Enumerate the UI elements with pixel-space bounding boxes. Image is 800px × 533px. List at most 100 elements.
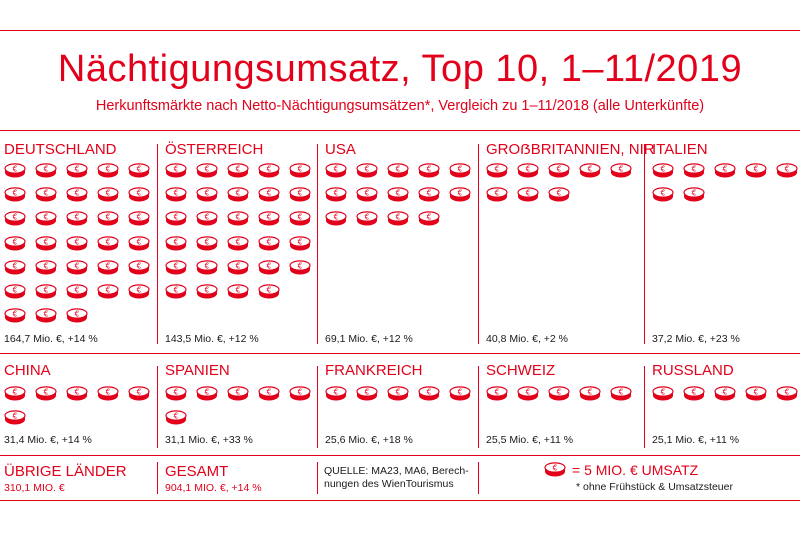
euro-coin-icon: € bbox=[4, 284, 26, 299]
euro-coin-icon: € bbox=[4, 410, 26, 425]
svg-text:€: € bbox=[174, 188, 179, 197]
svg-text:€: € bbox=[174, 387, 179, 396]
svg-text:€: € bbox=[13, 261, 18, 270]
country-cell-deutschland: DEUTSCHLAND € € € € € € € € € € € € € € € € € € € € € € € € € € € € €… bbox=[4, 141, 154, 347]
euro-coin-icon: € bbox=[387, 163, 409, 178]
euro-coin-icon: € bbox=[227, 163, 249, 178]
euro-coin-icon: € bbox=[227, 284, 249, 299]
svg-text:€: € bbox=[692, 387, 697, 396]
euro-coin-icon: € bbox=[387, 211, 409, 226]
svg-text:€: € bbox=[236, 261, 241, 270]
euro-coin-icon: € bbox=[165, 386, 187, 401]
column-divider bbox=[317, 144, 318, 344]
svg-text:€: € bbox=[723, 164, 728, 173]
euro-coin-icon: € bbox=[449, 386, 471, 401]
svg-text:€: € bbox=[267, 164, 272, 173]
svg-text:€: € bbox=[365, 387, 370, 396]
svg-text:€: € bbox=[44, 261, 49, 270]
euro-coin-icon: € bbox=[289, 386, 311, 401]
euro-coin-icon: € bbox=[325, 386, 347, 401]
svg-text:€: € bbox=[137, 213, 142, 222]
svg-text:€: € bbox=[13, 285, 18, 294]
svg-text:€: € bbox=[75, 387, 80, 396]
svg-text:€: € bbox=[137, 188, 142, 197]
svg-text:€: € bbox=[174, 285, 179, 294]
euro-coin-icon: € bbox=[652, 386, 674, 401]
euro-coin-icon: € bbox=[128, 211, 150, 226]
euro-coin-icon: € bbox=[4, 308, 26, 323]
euro-coin-icon: € bbox=[418, 187, 440, 202]
svg-text:€: € bbox=[205, 285, 210, 294]
country-value-label: 31,4 Mio. €, +14 % bbox=[4, 434, 92, 446]
euro-coin-icon: € bbox=[227, 386, 249, 401]
total-value: 904,1 MIO. €, +14 % bbox=[165, 482, 262, 494]
country-cell-schweiz: SCHWEIZ € € € € €25,5 Mio. €, +11 % bbox=[486, 362, 636, 448]
euro-coin-icon: € bbox=[4, 211, 26, 226]
euro-coin-icon: € bbox=[289, 235, 311, 251]
euro-coin-icon: € bbox=[714, 386, 736, 401]
svg-text:€: € bbox=[557, 188, 562, 197]
legend-coin-icon: € bbox=[544, 462, 566, 477]
euro-coin-icon: € bbox=[35, 187, 57, 202]
euro-coin-icon: € bbox=[449, 163, 471, 178]
svg-text:€: € bbox=[13, 411, 18, 420]
euro-coin-icon: € bbox=[579, 386, 601, 401]
svg-text:€: € bbox=[205, 261, 210, 270]
header-rule bbox=[0, 130, 800, 131]
svg-text:€: € bbox=[106, 213, 111, 222]
other-countries-value: 310,1 MIO. € bbox=[4, 482, 65, 494]
country-cell-italien: ITALIEN € € € € € € €37,2 Mio. €, +23 % bbox=[652, 141, 800, 347]
euro-coin-icon: € bbox=[258, 386, 280, 401]
euro-coin-icon: € bbox=[325, 211, 347, 226]
euro-coin-icon: € bbox=[35, 308, 57, 323]
euro-coin-icon: € bbox=[97, 284, 119, 299]
svg-text:€: € bbox=[754, 387, 759, 396]
column-divider bbox=[157, 144, 158, 344]
euro-coin-icon: € bbox=[196, 211, 218, 226]
euro-coin-icon: € bbox=[97, 235, 119, 251]
svg-text:€: € bbox=[13, 213, 18, 222]
country-name: FRANKREICH bbox=[325, 362, 423, 379]
svg-text:€: € bbox=[495, 164, 500, 173]
svg-text:€: € bbox=[236, 237, 241, 246]
euro-coin-icon: € bbox=[165, 410, 187, 425]
euro-coin-icon: € bbox=[745, 386, 767, 401]
euro-coin-icon: € bbox=[35, 260, 57, 275]
euro-coin-icon: € bbox=[66, 284, 88, 299]
euro-coin-icon: € bbox=[548, 187, 570, 202]
euro-coin-icon: € bbox=[196, 235, 218, 251]
euro-coin-icon: € bbox=[165, 284, 187, 299]
country-cell-usa: USA € € € € € € € € € € € € € €69,1 Mio. €, +12 % bbox=[325, 141, 475, 347]
svg-text:€: € bbox=[396, 213, 401, 222]
euro-coin-icon: € bbox=[4, 260, 26, 275]
euro-coin-icon: € bbox=[66, 260, 88, 275]
euro-coin-icon: € bbox=[258, 284, 280, 299]
euro-coin-icon: € bbox=[418, 211, 440, 226]
svg-text:€: € bbox=[13, 309, 18, 318]
svg-text:€: € bbox=[526, 387, 531, 396]
svg-text:€: € bbox=[174, 411, 179, 420]
svg-text:€: € bbox=[13, 387, 18, 396]
column-divider bbox=[478, 144, 479, 344]
euro-coin-icon: € bbox=[486, 187, 508, 202]
euro-coin-icon: € bbox=[387, 386, 409, 401]
svg-text:€: € bbox=[495, 387, 500, 396]
svg-text:€: € bbox=[106, 164, 111, 173]
svg-text:€: € bbox=[267, 285, 272, 294]
svg-text:€: € bbox=[174, 237, 179, 246]
euro-coin-icon: € bbox=[165, 260, 187, 275]
svg-text:€: € bbox=[427, 387, 432, 396]
euro-coin-icon: € bbox=[4, 386, 26, 401]
svg-text:€: € bbox=[557, 164, 562, 173]
svg-text:€: € bbox=[75, 213, 80, 222]
svg-text:€: € bbox=[526, 164, 531, 173]
country-name: SCHWEIZ bbox=[486, 362, 556, 379]
country-cell-oesterreich: ÖSTERREICH € € € € € € € € € € € € € € € € € € € € € € € € € € € € €1… bbox=[165, 141, 315, 347]
column-divider bbox=[317, 366, 318, 448]
svg-text:€: € bbox=[44, 164, 49, 173]
euro-coin-icon: € bbox=[325, 163, 347, 178]
euro-coin-icon: € bbox=[418, 386, 440, 401]
euro-coin-icon: € bbox=[165, 235, 187, 251]
svg-text:€: € bbox=[661, 387, 666, 396]
euro-coin-icon: € bbox=[548, 163, 570, 178]
